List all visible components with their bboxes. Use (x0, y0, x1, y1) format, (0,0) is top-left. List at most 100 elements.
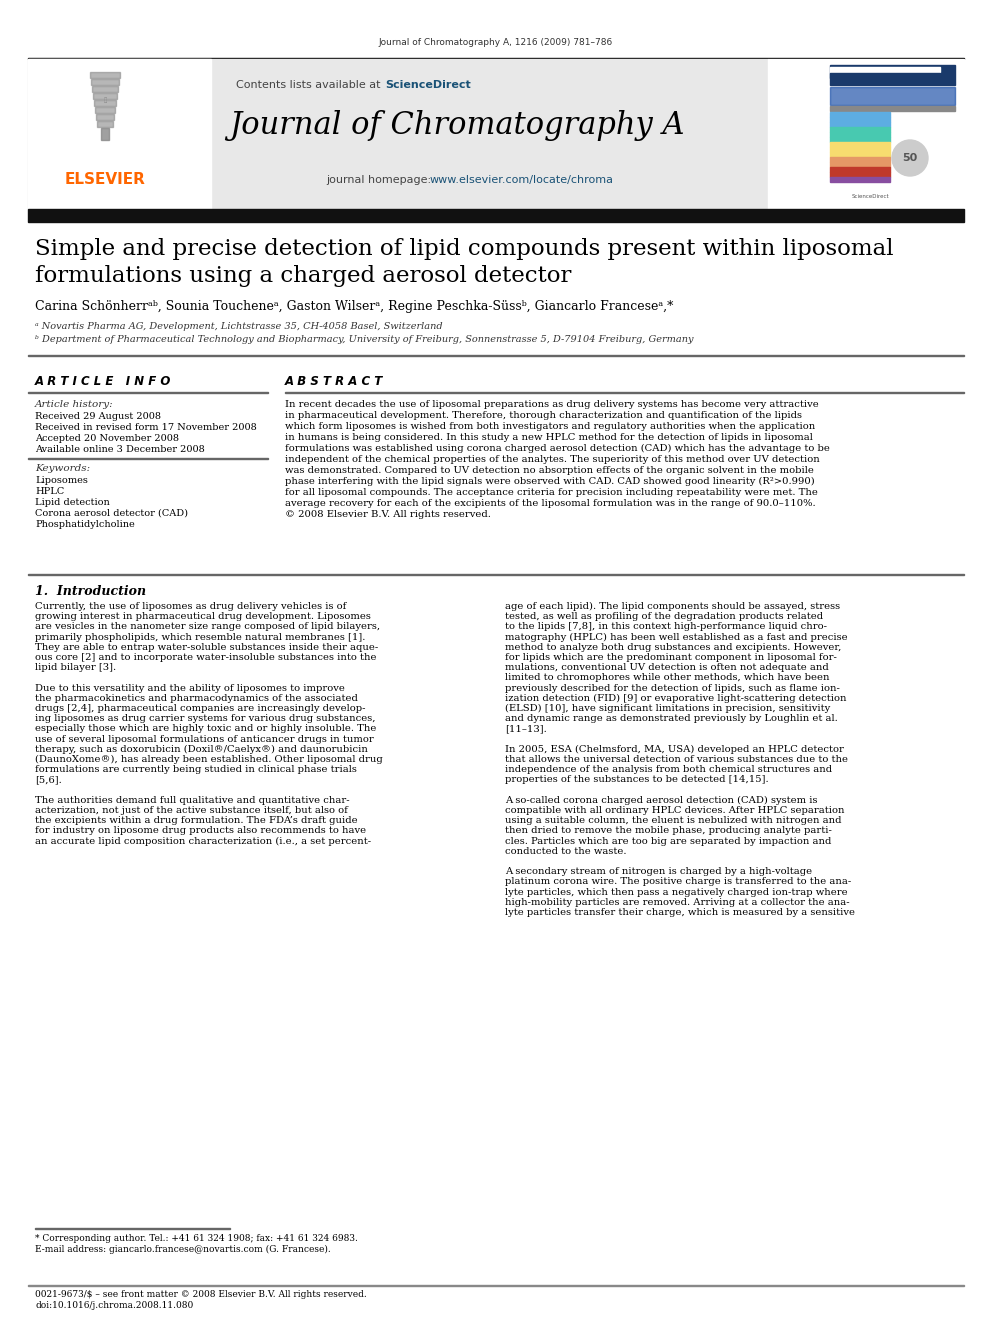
Bar (93, 93, 117, 99)
Bar (830, 127, 890, 131)
Text: the pharmacokinetics and pharmacodynamics of the associated: the pharmacokinetics and pharmacodynamic… (35, 693, 358, 703)
Bar (830, 112, 890, 116)
Text: [11–13].: [11–13]. (505, 725, 547, 733)
Text: was demonstrated. Compared to UV detection no absorption effects of the organic : was demonstrated. Compared to UV detecti… (285, 466, 813, 475)
Text: properties of the substances to be detected [14,15].: properties of the substances to be detec… (505, 775, 769, 785)
Text: method to analyze both drug substances and excipients. However,: method to analyze both drug substances a… (505, 643, 841, 652)
Text: ScienceDirect: ScienceDirect (385, 79, 471, 90)
Text: for all liposomal compounds. The acceptance criteria for precision including rep: for all liposomal compounds. The accepta… (285, 488, 817, 497)
Text: use of several liposomal formulations of anticancer drugs in tumor: use of several liposomal formulations of… (35, 734, 374, 744)
Text: In recent decades the use of liposomal preparations as drug delivery systems has: In recent decades the use of liposomal p… (285, 400, 818, 409)
Text: limited to chromophores while other methods, which have been: limited to chromophores while other meth… (505, 673, 829, 683)
Text: mulations, conventional UV detection is often not adequate and: mulations, conventional UV detection is … (505, 663, 828, 672)
Text: Simple and precise detection of lipid compounds present within liposomal: Simple and precise detection of lipid co… (35, 238, 894, 261)
Bar (830, 157, 890, 161)
Bar (90, 71, 120, 78)
Text: phase interfering with the lipid signals were observed with CAD. CAD showed good: phase interfering with the lipid signals… (285, 478, 814, 486)
Text: Journal of Chromatography A: Journal of Chromatography A (229, 110, 684, 142)
Text: Lipid detection: Lipid detection (35, 497, 110, 507)
Bar (830, 122, 890, 127)
Text: The authorities demand full qualitative and quantitative char-: The authorities demand full qualitative … (35, 796, 349, 804)
Text: cles. Particles which are too big are separated by impaction and: cles. Particles which are too big are se… (505, 836, 831, 845)
Bar (830, 67, 940, 71)
Text: ous core [2] and to incorporate water-insoluble substances into the: ous core [2] and to incorporate water-in… (35, 654, 377, 662)
Text: Due to this versatility and the ability of liposomes to improve: Due to this versatility and the ability … (35, 684, 345, 693)
Text: and dynamic range as demonstrated previously by Loughlin et al.: and dynamic range as demonstrated previo… (505, 714, 838, 724)
Text: platinum corona wire. The positive charge is transferred to the ana-: platinum corona wire. The positive charg… (505, 877, 851, 886)
Text: previously described for the detection of lipids, such as flame ion-: previously described for the detection o… (505, 684, 840, 693)
Bar (830, 87, 955, 105)
Text: © 2008 Elsevier B.V. All rights reserved.: © 2008 Elsevier B.V. All rights reserved… (285, 509, 491, 519)
Text: formulations using a charged aerosol detector: formulations using a charged aerosol det… (35, 265, 571, 287)
Text: * Corresponding author. Tel.: +41 61 324 1908; fax: +41 61 324 6983.: * Corresponding author. Tel.: +41 61 324… (35, 1234, 358, 1244)
Bar (830, 116, 890, 122)
Text: Liposomes: Liposomes (35, 476, 88, 486)
Bar (97, 120, 113, 127)
Bar (830, 132, 890, 136)
Text: ScienceDirect: ScienceDirect (851, 194, 889, 198)
Bar (101, 128, 109, 140)
Text: Article history:: Article history: (35, 400, 114, 409)
Bar (830, 167, 890, 172)
Text: [5,6].: [5,6]. (35, 775, 62, 785)
Text: especially those which are highly toxic and or highly insoluble. The: especially those which are highly toxic … (35, 725, 376, 733)
Text: are vesicles in the nanometer size range composed of lipid bilayers,: are vesicles in the nanometer size range… (35, 622, 380, 631)
Bar (94, 101, 116, 106)
Text: Received 29 August 2008: Received 29 August 2008 (35, 411, 161, 421)
Text: Keywords:: Keywords: (35, 464, 90, 474)
Text: (ELSD) [10], have significant limitations in precision, sensitivity: (ELSD) [10], have significant limitation… (505, 704, 830, 713)
Text: compatible with all ordinary HPLC devices. After HPLC separation: compatible with all ordinary HPLC device… (505, 806, 844, 815)
Bar (28, 60, 211, 209)
Text: 50: 50 (903, 153, 918, 163)
Bar (830, 142, 890, 147)
Text: A B S T R A C T: A B S T R A C T (285, 374, 383, 388)
Text: journal homepage:: journal homepage: (326, 175, 434, 185)
Text: A secondary stream of nitrogen is charged by a high-voltage: A secondary stream of nitrogen is charge… (505, 867, 812, 876)
Text: Corona aerosol detector (CAD): Corona aerosol detector (CAD) (35, 509, 188, 519)
Bar (830, 147, 890, 152)
Text: ELSEVIER: ELSEVIER (64, 172, 146, 187)
Text: ization detection (FID) [9] or evaporative light-scattering detection: ization detection (FID) [9] or evaporati… (505, 693, 846, 703)
Text: Contents lists available at: Contents lists available at (236, 79, 384, 90)
Text: acterization, not just of the active substance itself, but also of: acterization, not just of the active sub… (35, 806, 348, 815)
Text: Available online 3 December 2008: Available online 3 December 2008 (35, 445, 204, 454)
Text: A R T I C L E   I N F O: A R T I C L E I N F O (35, 374, 172, 388)
Text: an accurate lipid composition characterization (i.e., a set percent-: an accurate lipid composition characteri… (35, 836, 371, 845)
Bar (830, 73, 940, 78)
Text: Received in revised form 17 November 2008: Received in revised form 17 November 200… (35, 423, 257, 433)
Text: independent of the chemical properties of the analytes. The superiority of this : independent of the chemical properties o… (285, 455, 819, 464)
Bar (92, 86, 118, 93)
Text: average recovery for each of the excipients of the liposomal formulation was in : average recovery for each of the excipie… (285, 499, 815, 508)
Text: in humans is being considered. In this study a new HPLC method for the detection: in humans is being considered. In this s… (285, 433, 812, 442)
Text: (DaunoXome®), has already been established. Other liposomal drug: (DaunoXome®), has already been establish… (35, 755, 383, 765)
Bar (830, 65, 955, 85)
Text: Accepted 20 November 2008: Accepted 20 November 2008 (35, 434, 179, 443)
Text: In 2005, ESA (Chelmsford, MA, USA) developed an HPLC detector: In 2005, ESA (Chelmsford, MA, USA) devel… (505, 745, 844, 754)
Text: using a suitable column, the eluent is nebulized with nitrogen and: using a suitable column, the eluent is n… (505, 816, 841, 826)
Text: Journal of Chromatography A, 1216 (2009) 781–786: Journal of Chromatography A, 1216 (2009)… (379, 38, 613, 48)
Text: for industry on liposome drug products also recommends to have: for industry on liposome drug products a… (35, 827, 366, 835)
Text: lyte particles transfer their charge, which is measured by a sensitive: lyte particles transfer their charge, wh… (505, 908, 855, 917)
Text: drugs [2,4], pharmaceutical companies are increasingly develop-: drugs [2,4], pharmaceutical companies ar… (35, 704, 365, 713)
Bar (830, 161, 890, 167)
Text: E-mail address: giancarlo.francese@novartis.com (G. Francese).: E-mail address: giancarlo.francese@novar… (35, 1245, 330, 1254)
Text: ⬛: ⬛ (103, 97, 106, 103)
Text: in pharmaceutical development. Therefore, thorough characterization and quantifi: in pharmaceutical development. Therefore… (285, 411, 802, 419)
Text: which form liposomes is wished from both investigators and regulatory authoritie: which form liposomes is wished from both… (285, 422, 815, 431)
Bar (28, 209, 964, 222)
Bar (830, 172, 890, 176)
Text: doi:10.1016/j.chroma.2008.11.080: doi:10.1016/j.chroma.2008.11.080 (35, 1301, 193, 1310)
Text: independence of the analysis from both chemical structures and: independence of the analysis from both c… (505, 765, 832, 774)
Text: primarily phospholipids, which resemble natural membranes [1].: primarily phospholipids, which resemble … (35, 632, 365, 642)
Text: Currently, the use of liposomes as drug delivery vehicles is of: Currently, the use of liposomes as drug … (35, 602, 346, 611)
Bar (830, 152, 890, 156)
Bar (830, 106, 955, 111)
Text: that allows the universal detection of various substances due to the: that allows the universal detection of v… (505, 755, 848, 763)
Text: formulations was established using corona charged aerosol detection (CAD) which : formulations was established using coron… (285, 445, 830, 452)
Text: high-mobility particles are removed. Arriving at a collector the ana-: high-mobility particles are removed. Arr… (505, 898, 849, 906)
Text: to the lipids [7,8], in this context high-performance liquid chro-: to the lipids [7,8], in this context hig… (505, 622, 827, 631)
Bar (830, 138, 890, 142)
Text: A so-called corona charged aerosol detection (CAD) system is: A so-called corona charged aerosol detec… (505, 796, 817, 804)
Text: matography (HPLC) has been well established as a fast and precise: matography (HPLC) has been well establis… (505, 632, 847, 642)
Text: then dried to remove the mobile phase, producing analyte parti-: then dried to remove the mobile phase, p… (505, 827, 832, 835)
